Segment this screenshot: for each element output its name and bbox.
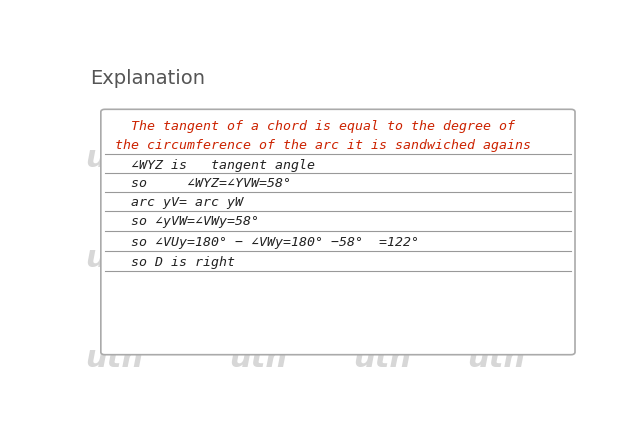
- Text: so D is right: so D is right: [115, 255, 235, 268]
- Text: so ∠yVW=∠VWy=58°: so ∠yVW=∠VWy=58°: [115, 216, 259, 229]
- Text: uth: uth: [85, 144, 143, 173]
- Text: uth: uth: [353, 344, 411, 373]
- Text: The tangent of a chord is equal to the degree of: The tangent of a chord is equal to the d…: [115, 120, 515, 133]
- FancyBboxPatch shape: [101, 109, 575, 355]
- Text: so     ∠WYZ=∠YVW=58°: so ∠WYZ=∠YVW=58°: [115, 177, 291, 190]
- Text: uth: uth: [194, 144, 252, 173]
- Text: so ∠VUy=180° − ∠VWy=180° −58°  =122°: so ∠VUy=180° − ∠VWy=180° −58° =122°: [115, 236, 419, 249]
- Text: Explanation: Explanation: [90, 68, 205, 87]
- Text: uth: uth: [467, 344, 525, 373]
- Text: uth: uth: [229, 344, 287, 373]
- Text: uth: uth: [85, 344, 143, 373]
- Text: uth: uth: [437, 244, 495, 273]
- Text: arc yV= arc yW: arc yV= arc yW: [115, 196, 243, 209]
- Text: uth: uth: [437, 144, 495, 173]
- Text: uth: uth: [318, 144, 376, 173]
- Text: the circumference of the arc it is sandwiched agains: the circumference of the arc it is sandw…: [115, 139, 531, 152]
- Text: ∠WYZ is   tangent angle: ∠WYZ is tangent angle: [115, 159, 315, 172]
- Text: uth: uth: [85, 244, 143, 273]
